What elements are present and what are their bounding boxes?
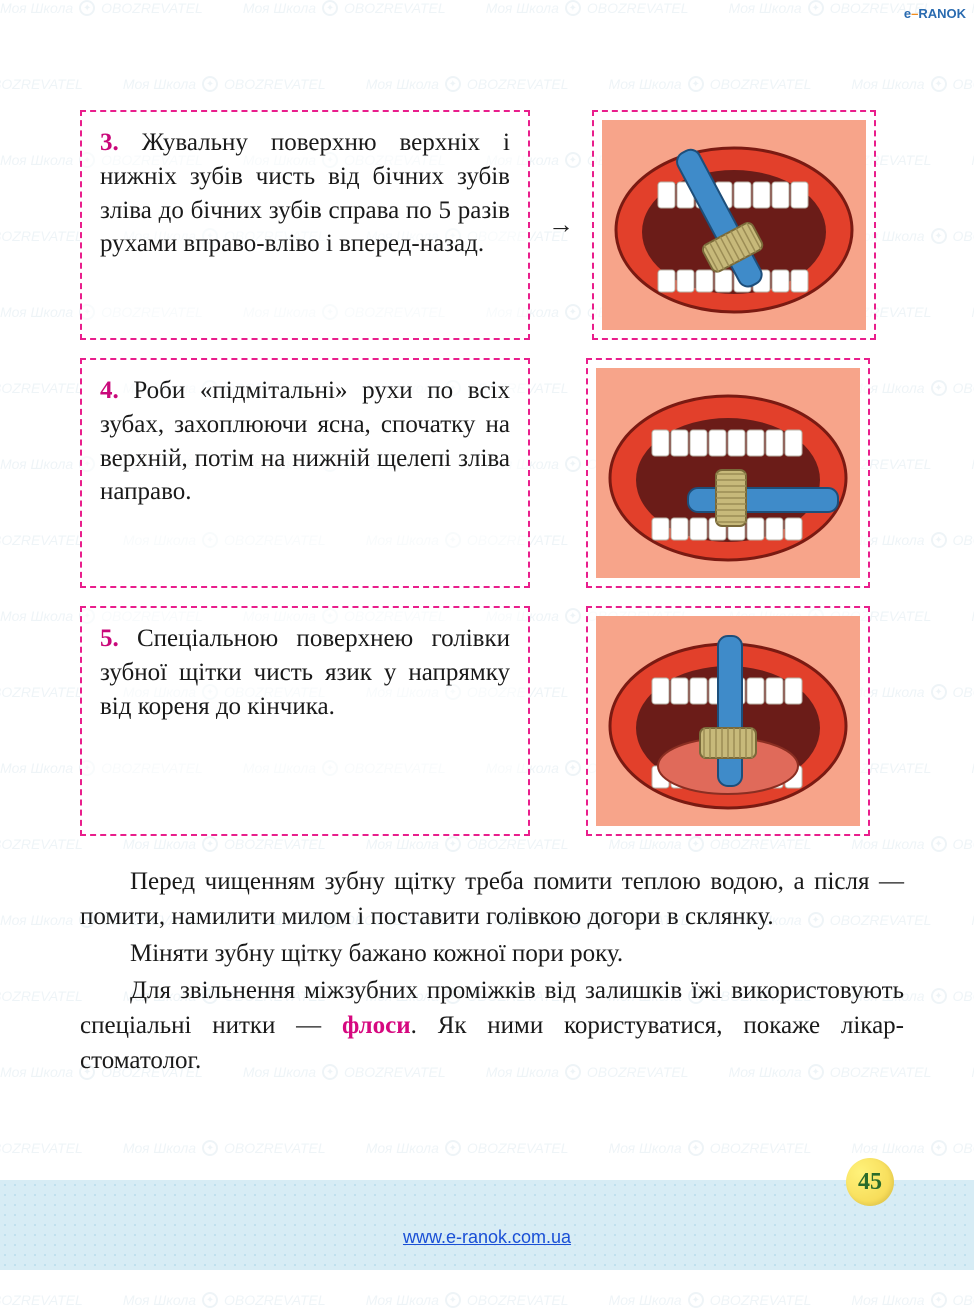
- paragraph-2: Міняти зубну щітку бажано кожної пори ро…: [80, 936, 904, 971]
- step-number: 3.: [100, 129, 142, 156]
- step-illustration: [586, 606, 870, 836]
- step-row-3: 3. Жувальну поверхню верхніх і нижніх зу…: [80, 110, 904, 340]
- corner-brand-logo: e–RANOK: [904, 6, 966, 21]
- keyword-flosy: флоси: [342, 1012, 411, 1039]
- page-content: 3. Жувальну поверхню верхніх і нижніх зу…: [0, 0, 974, 1078]
- step-number: 5.: [100, 625, 137, 652]
- step-text-box: 5. Спеціальною поверхнею голівки зубної …: [80, 606, 530, 836]
- paragraph-3: Для звільнення міжзубних проміжків від з…: [80, 973, 904, 1078]
- step-row-4: 4. Роби «підмітальні» рухи по всіх зубах…: [80, 358, 904, 588]
- arrow-icon: →: [548, 210, 574, 240]
- step-text-box: 3. Жувальну поверхню верхніх і нижніх зу…: [80, 110, 530, 340]
- step-illustration: [592, 110, 876, 340]
- step-number: 4.: [100, 377, 133, 404]
- page-number-badge: 45: [846, 1158, 894, 1206]
- footer-link[interactable]: www.e-ranok.com.ua: [403, 1227, 571, 1248]
- step-illustration: [586, 358, 870, 588]
- step-row-5: 5. Спеціальною поверхнею голівки зубної …: [80, 606, 904, 836]
- step-text-box: 4. Роби «підмітальні» рухи по всіх зубах…: [80, 358, 530, 588]
- paragraph-1: Перед чищенням зубну щітку треба помити …: [80, 864, 904, 934]
- body-text: Перед чищенням зубну щітку треба помити …: [80, 864, 904, 1078]
- footer-strip: [0, 1180, 974, 1270]
